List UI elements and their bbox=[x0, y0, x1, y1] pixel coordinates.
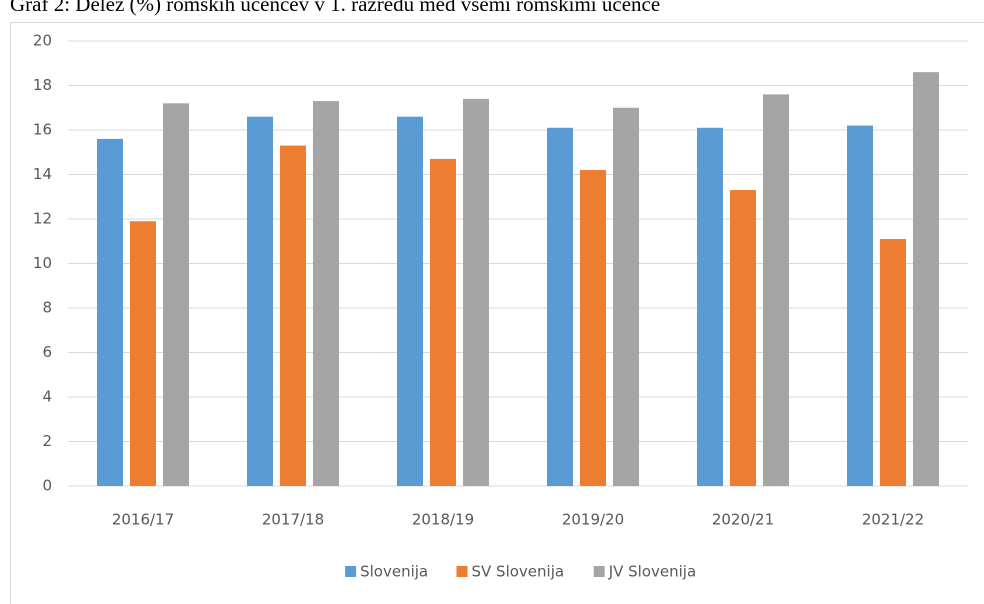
legend-swatch bbox=[593, 566, 605, 577]
legend-label: SV Slovenija bbox=[472, 563, 565, 581]
x-tick-label: 2019/20 bbox=[562, 511, 624, 529]
bar bbox=[313, 101, 339, 486]
bar bbox=[163, 103, 189, 487]
x-tick-label: 2016/17 bbox=[112, 511, 174, 529]
y-tick-label: 20 bbox=[33, 32, 52, 50]
bar bbox=[880, 239, 906, 486]
x-tick-label: 2021/22 bbox=[862, 511, 924, 529]
bar bbox=[397, 116, 423, 487]
bar bbox=[730, 190, 756, 486]
bar bbox=[247, 116, 273, 487]
bar bbox=[463, 98, 489, 486]
x-tick-label: 2018/19 bbox=[412, 511, 474, 529]
legend-label: Slovenija bbox=[360, 563, 428, 581]
bar bbox=[430, 158, 456, 487]
y-tick-label: 0 bbox=[42, 477, 52, 495]
y-tick-label: 14 bbox=[33, 165, 52, 183]
y-tick-label: 18 bbox=[33, 76, 52, 94]
bar bbox=[613, 107, 639, 486]
y-tick-label: 2 bbox=[42, 432, 52, 450]
y-tick-label: 8 bbox=[42, 299, 52, 317]
bar bbox=[913, 72, 939, 487]
legend-swatch bbox=[345, 566, 357, 577]
x-tick-label: 2020/21 bbox=[712, 511, 774, 529]
bar bbox=[130, 221, 156, 486]
bar bbox=[580, 170, 606, 487]
y-tick-label: 12 bbox=[33, 210, 52, 228]
y-tick-label: 4 bbox=[42, 388, 52, 406]
bar bbox=[97, 138, 123, 486]
bar bbox=[847, 125, 873, 487]
bar bbox=[547, 127, 573, 487]
y-tick-label: 10 bbox=[33, 254, 52, 272]
y-tick-label: 6 bbox=[42, 343, 52, 361]
bar bbox=[280, 145, 306, 486]
bar bbox=[697, 127, 723, 487]
legend-label: JV Slovenija bbox=[608, 563, 696, 581]
x-tick-label: 2017/18 bbox=[262, 511, 324, 529]
legend-swatch bbox=[456, 566, 468, 577]
chart-title: Graf 2: Delež (%) romskih učencev v 1. r… bbox=[10, 0, 660, 16]
bar bbox=[763, 94, 789, 487]
y-tick-label: 16 bbox=[33, 121, 52, 139]
